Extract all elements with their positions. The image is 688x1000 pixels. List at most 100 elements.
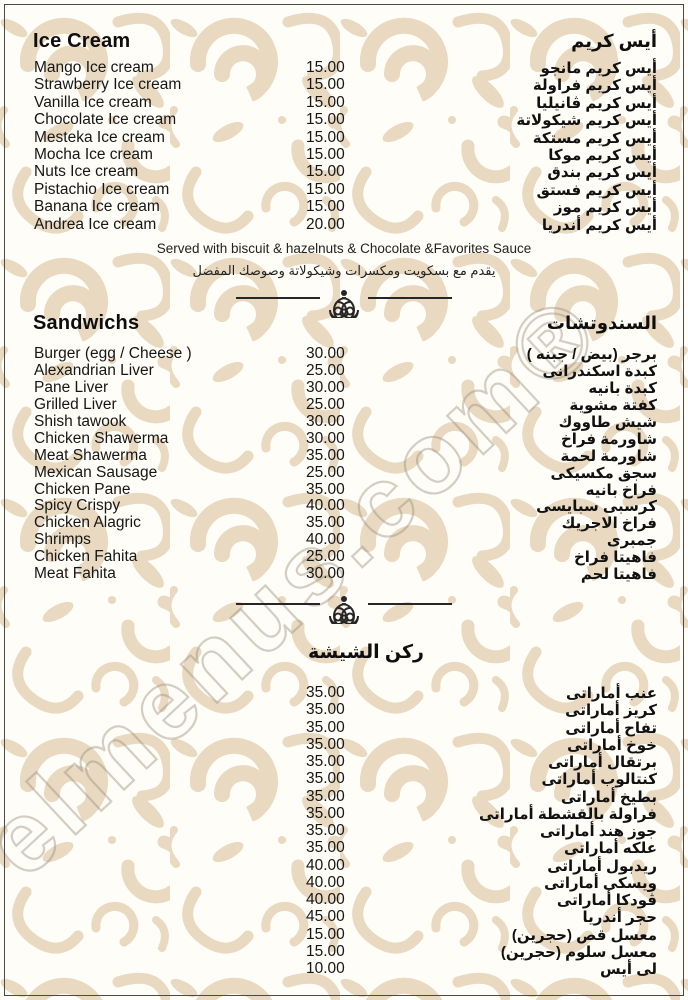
menu-row: Burger (egg / Cheese ) 30.00 برجر (بيض /… <box>34 345 657 363</box>
menu-row: Mexican Sausage 25.00 سجق مكسيكى <box>34 463 657 482</box>
scroll-divider-icon <box>236 596 452 624</box>
item-price: 20.00 <box>306 215 345 233</box>
menu-row: Meat Fahita 30.00 فاهيتا لحم <box>34 565 657 584</box>
menu-row: Shish tawook 30.00 شيش طاووك <box>34 412 657 431</box>
item-name-ar: برتقال أماراتى <box>548 754 657 771</box>
item-name-ar: كبدة بانيه <box>588 379 657 397</box>
item-name-en: Nuts Ice cream <box>34 163 139 181</box>
item-name-ar: معسل قص (حجرين) <box>511 926 657 944</box>
item-name-ar: جوز هند أماراتى <box>539 823 657 840</box>
item-price: 10.00 <box>306 960 345 977</box>
item-name-ar: كريز أماراتى <box>565 702 657 720</box>
ice-cream-item-list: Mango Ice cream 15.00 أيس كريم مانجو Str… <box>0 59 688 234</box>
item-name-en: Shish tawook <box>34 412 127 430</box>
sandwiches-title-en: Sandwichs <box>33 312 140 334</box>
item-name-ar: ريدبول أماراتى <box>547 857 657 875</box>
menu-row: Alexandrian Liver 25.00 كبدة اسكندرانى <box>34 361 657 380</box>
item-price: 25.00 <box>306 361 345 379</box>
item-name-ar: أيس كريم شيكولاتة <box>516 112 657 130</box>
item-name-en: Vanilla Ice cream <box>34 93 152 111</box>
item-name-en: Strawberry Ice cream <box>34 76 182 94</box>
menu-row: 15.00 معسل قص (حجرين) <box>34 925 657 944</box>
item-name-en: Grilled Liver <box>34 395 117 413</box>
ice-cream-title-en: Ice Cream <box>33 30 131 52</box>
item-price: 15.00 <box>306 128 345 146</box>
item-name-ar: جمبرى <box>606 532 657 550</box>
item-name-en: Burger (egg / Cheese ) <box>34 345 192 362</box>
item-name-en: Mango Ice cream <box>34 59 154 76</box>
item-name-ar: سجق مكسيكى <box>550 464 657 482</box>
item-price: 15.00 <box>306 925 345 943</box>
menu-row: Banana Ice cream 15.00 أيس كريم موز <box>34 198 657 217</box>
item-name-en: Mesteka Ice cream <box>34 128 165 146</box>
item-price: 35.00 <box>306 684 345 701</box>
section-header-ice-cream: Ice Cream أيس كريم <box>0 30 688 53</box>
item-price: 35.00 <box>306 735 345 753</box>
item-name-ar: برجر (بيض / جبنه ) <box>526 346 657 363</box>
item-name-ar: أيس كريم ڤانيليا <box>536 94 657 112</box>
item-name-ar: أيس كريم مستكة <box>532 129 657 147</box>
menu-row: Chicken Shawerma 30.00 شاورمة فراخ <box>34 429 657 448</box>
item-name-ar: علكه أماراتى <box>563 840 657 858</box>
menu-row: Spicy Crispy 40.00 كرسبى سبايسى <box>34 497 657 515</box>
serving-note-ar: يقدم مع بسكويت ومكسرات وشيكولاتة وصوصك ا… <box>192 263 496 278</box>
item-price: 35.00 <box>306 701 345 719</box>
menu-row: 35.00 تفاح أماراتى <box>34 718 657 737</box>
item-name-en: Mexican Sausage <box>34 463 158 481</box>
menu-row: Vanilla Ice cream 15.00 أيس كريم ڤانيليا <box>34 93 657 112</box>
menu-row: 35.00 كنتالوب أماراتى <box>34 770 657 788</box>
item-name-ar: خوخ أماراتى <box>567 736 657 754</box>
item-name-ar: معسل سلوم (حجرين) <box>500 943 657 961</box>
item-name-ar: كبدة اسكندرانى <box>542 362 657 380</box>
item-name-en: Chicken Shawerma <box>34 429 169 447</box>
menu-row: 10.00 لى أيس <box>34 960 657 978</box>
ice-cream-title-ar: أيس كريم <box>571 31 657 51</box>
menu-row: 35.00 كريز أماراتى <box>34 701 657 720</box>
item-price: 40.00 <box>306 497 345 515</box>
item-name-en: Chicken Fahita <box>34 548 138 566</box>
item-price: 35.00 <box>306 839 345 857</box>
item-name-ar: أيس كريم مانجو <box>540 60 657 77</box>
menu-row: 35.00 خوخ أماراتى <box>34 735 657 754</box>
item-name-ar: عنب أماراتى <box>565 685 657 702</box>
item-name-en: Chocolate Ice cream <box>34 111 177 129</box>
item-name-en: Shrimps <box>34 531 91 549</box>
item-name-en: Meat Fahita <box>34 565 116 583</box>
item-price: 35.00 <box>306 804 345 822</box>
item-price: 15.00 <box>306 180 345 198</box>
menu-row: Shrimps 40.00 جمبرى <box>34 531 657 550</box>
menu-row: Chicken Alagric 35.00 فراخ الاجريك <box>34 514 657 533</box>
sandwich-item-list: Burger (egg / Cheese ) 30.00 برجر (بيض /… <box>0 345 688 584</box>
menu-row: Pane Liver 30.00 كبدة بانيه <box>34 379 657 397</box>
item-price: 15.00 <box>306 59 345 76</box>
item-name-ar: تفاح أماراتى <box>565 719 657 737</box>
item-price: 15.00 <box>306 163 345 181</box>
menu-row: Mesteka Ice cream 15.00 أيس كريم مستكة <box>34 128 657 147</box>
menu-row: Strawberry Ice cream 15.00 أيس كريم فراو… <box>34 76 657 94</box>
item-price: 15.00 <box>306 76 345 94</box>
menu-row: 40.00 ڤودكا أماراتى <box>34 891 657 909</box>
item-name-ar: بطيخ أماراتى <box>561 788 657 806</box>
menu-row: 40.00 ريدبول أماراتى <box>34 856 657 875</box>
menu-row: 35.00 جوز هند أماراتى <box>34 822 657 840</box>
item-price: 15.00 <box>306 145 345 163</box>
item-name-ar: فراخ الاجريك <box>561 515 657 533</box>
menu-row: Mocha Ice cream 15.00 أيس كريم موكا <box>34 145 657 164</box>
item-name-ar: أيس كريم فستق <box>536 181 658 199</box>
item-price: 35.00 <box>306 718 345 736</box>
menu-row: Meat Shawerma 35.00 شاورمة لحمة <box>34 447 657 465</box>
item-name-en: Mocha Ice cream <box>34 145 153 163</box>
item-name-ar: أيس كريم موز <box>553 199 657 217</box>
item-name-ar: فاهيتا فراخ <box>573 549 657 567</box>
item-price: 40.00 <box>306 856 345 874</box>
menu-row: 45.00 حجر أندريا <box>34 908 657 927</box>
menu-row: Pistachio Ice cream 15.00 أيس كريم فستق <box>34 180 658 199</box>
item-name-ar: فاهيتا لحم <box>580 566 657 584</box>
item-name-ar: حجر أندريا <box>582 909 657 927</box>
item-name-ar: كفتة مشوية <box>569 396 657 414</box>
menu-row: Grilled Liver 25.00 كفتة مشوية <box>34 395 657 414</box>
item-name-ar: شيش طاووك <box>558 413 657 431</box>
item-price: 15.00 <box>306 93 345 111</box>
item-name-en: Chicken Pane <box>34 480 131 498</box>
